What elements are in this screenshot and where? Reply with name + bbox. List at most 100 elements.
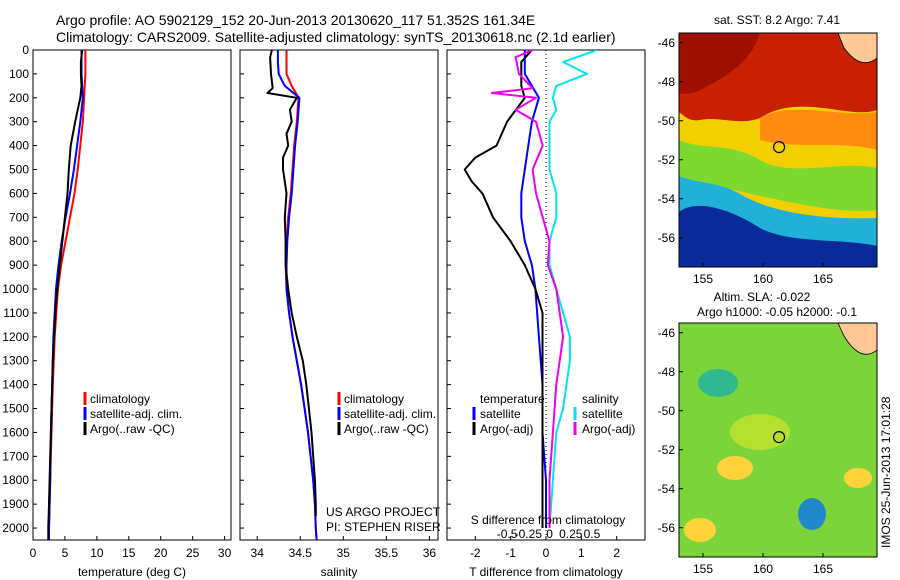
x-tick-label: 10 <box>90 546 104 560</box>
x-tick-label: 2 <box>613 546 620 560</box>
y-tick-label: 1500 <box>2 402 29 416</box>
figure-title-line2: Climatology: CARS2009. Satellite-adjuste… <box>56 29 616 45</box>
sst-field <box>679 33 877 267</box>
x-tick-label: 35 <box>337 546 351 560</box>
y-tick-label: 600 <box>9 186 29 200</box>
project-annotation: US ARGO PROJECT <box>326 505 441 519</box>
map-lon-tick-label: 160 <box>753 562 773 576</box>
y-tick-label: 2000 <box>2 521 29 535</box>
sla-high-southwest-corner <box>684 518 716 542</box>
map-lat-tick-label: -52 <box>658 443 676 457</box>
s-difference-axis-label: S difference from climatology <box>471 513 626 527</box>
map-lat-tick-label: -48 <box>658 365 676 379</box>
x-tick-label: -1 <box>505 546 516 560</box>
salinity-panel <box>239 49 439 541</box>
sla-map-title-line2: Argo h1000: -0.05 h2000: -0.1 <box>697 305 857 319</box>
x-tick-label: 30 <box>218 546 232 560</box>
x-tick-label: 35.5 <box>375 546 399 560</box>
legend-label-satellite-adj: satellite-adj. clim. <box>90 407 182 421</box>
y-tick-label: 400 <box>9 139 29 153</box>
series-line-argo-raw-qc <box>266 50 317 517</box>
map-lat-tick-label: -56 <box>658 521 676 535</box>
map-lon-tick-label: 155 <box>693 562 713 576</box>
sla-high-southwest <box>717 456 753 480</box>
y-tick-label: 1000 <box>2 282 29 296</box>
sst-map-frame <box>678 32 878 268</box>
sst-map: -46 -48 -50 -52 -54 -56 155 160 165 <box>658 32 878 286</box>
y-tick-label: 1900 <box>2 497 29 511</box>
sla-map: -46 -48 -50 -52 -54 -56 155 160 165 <box>658 322 878 576</box>
y-tick-label: 1100 <box>3 306 29 320</box>
legend-label-climatology: climatology <box>344 392 404 406</box>
temperature-legend: climatology satellite-adj. clim. Argo(..… <box>83 392 182 436</box>
map-lat-tick-label: -56 <box>658 231 676 245</box>
y-tick-label: 1300 <box>2 354 29 368</box>
sla-low-south <box>798 498 826 530</box>
map-lon-tick-label: 165 <box>813 272 833 286</box>
sla-field <box>679 323 877 557</box>
figure-title-line1: Argo profile: AO 5902129_152 20-Jun-2013… <box>56 12 535 28</box>
salinity-legend: climatology satellite-adj. clim. Argo(..… <box>337 392 436 436</box>
y-tick-label: 100 <box>9 67 29 81</box>
s-difference-tick-label: -0.5 <box>497 527 518 541</box>
legend-label-t-satellite: satellite <box>480 407 521 421</box>
legend-label-argo: Argo(..raw -QC) <box>90 422 175 436</box>
y-tick-label: 700 <box>9 210 29 224</box>
s-difference-tick-label: 0 <box>546 527 553 541</box>
sst-map-title: sat. SST: 8.2 Argo: 7.41 <box>714 13 840 27</box>
map-lon-tick-label: 155 <box>693 272 713 286</box>
sst-orange-band <box>760 109 877 150</box>
y-tick-label: 200 <box>9 91 29 105</box>
x-tick-label: 0 <box>30 546 37 560</box>
sla-low-west <box>698 369 738 397</box>
x-tick-label: 0 <box>543 546 550 560</box>
x-tick-label: 34 <box>251 546 265 560</box>
x-tick-label: 36 <box>423 546 437 560</box>
sla-map-ticks: -46 -48 -50 -52 -54 -56 155 160 165 <box>658 326 834 576</box>
y-tick-label: 1400 <box>2 378 29 392</box>
legend-label-argo: Argo(..raw -QC) <box>344 422 429 436</box>
y-tick-label: 300 <box>9 115 29 129</box>
legend-label-salinity: salinity <box>582 392 619 406</box>
panel-series-group <box>463 50 598 529</box>
sla-map-frame <box>678 322 878 558</box>
x-tick-label: 34.5 <box>289 546 313 560</box>
y-tick-label: 800 <box>9 234 29 248</box>
legend-label-satellite-adj: satellite-adj. clim. <box>344 407 436 421</box>
salinity-axis-label: salinity <box>321 565 358 579</box>
y-tick-label: 500 <box>9 163 29 177</box>
map-lat-tick-label: -50 <box>658 404 676 418</box>
imos-timestamp: IMOS 25-Jun-2013 17:01:28 <box>879 396 893 548</box>
legend-label-climatology: climatology <box>90 392 150 406</box>
s-difference-tick-label: 0.5 <box>584 527 601 541</box>
map-lat-tick-label: -52 <box>658 153 676 167</box>
legend-label-s-argo: Argo(-adj) <box>582 422 635 436</box>
map-lon-tick-label: 165 <box>813 562 833 576</box>
x-tick-label: 20 <box>154 546 168 560</box>
legend-label-temperature: temperature <box>480 392 545 406</box>
series-line-argo-adj <box>490 50 565 528</box>
sla-argo-position-marker <box>772 431 786 444</box>
map-lat-tick-label: -46 <box>658 326 676 340</box>
sst-map-ticks: -46 -48 -50 -52 -54 -56 155 160 165 <box>658 36 834 286</box>
map-lat-tick-label: -54 <box>658 482 676 496</box>
panel-series-group <box>47 50 87 540</box>
sst-warmest-northwest <box>679 33 760 94</box>
series-layer <box>47 50 598 540</box>
x-tick-label: 25 <box>186 546 200 560</box>
map-lat-tick-label: -54 <box>658 192 676 206</box>
map-lat-tick-label: -46 <box>658 36 676 50</box>
series-line-satellite <box>548 50 598 529</box>
x-tick-label: 1 <box>578 546 585 560</box>
map-lat-tick-label: -50 <box>658 114 676 128</box>
temperature-panel <box>32 49 232 541</box>
sst-green-band <box>679 140 877 211</box>
map-lon-tick-label: 160 <box>753 272 773 286</box>
temperature-axis-label: temperature (deg C) <box>78 565 186 579</box>
s-difference-tick-label: 0.25 <box>559 527 583 541</box>
sst-argo-position-marker <box>772 141 786 154</box>
y-tick-label: 1800 <box>2 473 29 487</box>
legend-label-t-argo: Argo(-adj) <box>480 422 533 436</box>
sla-map-title-line1: Altim. SLA: -0.022 <box>714 290 811 304</box>
